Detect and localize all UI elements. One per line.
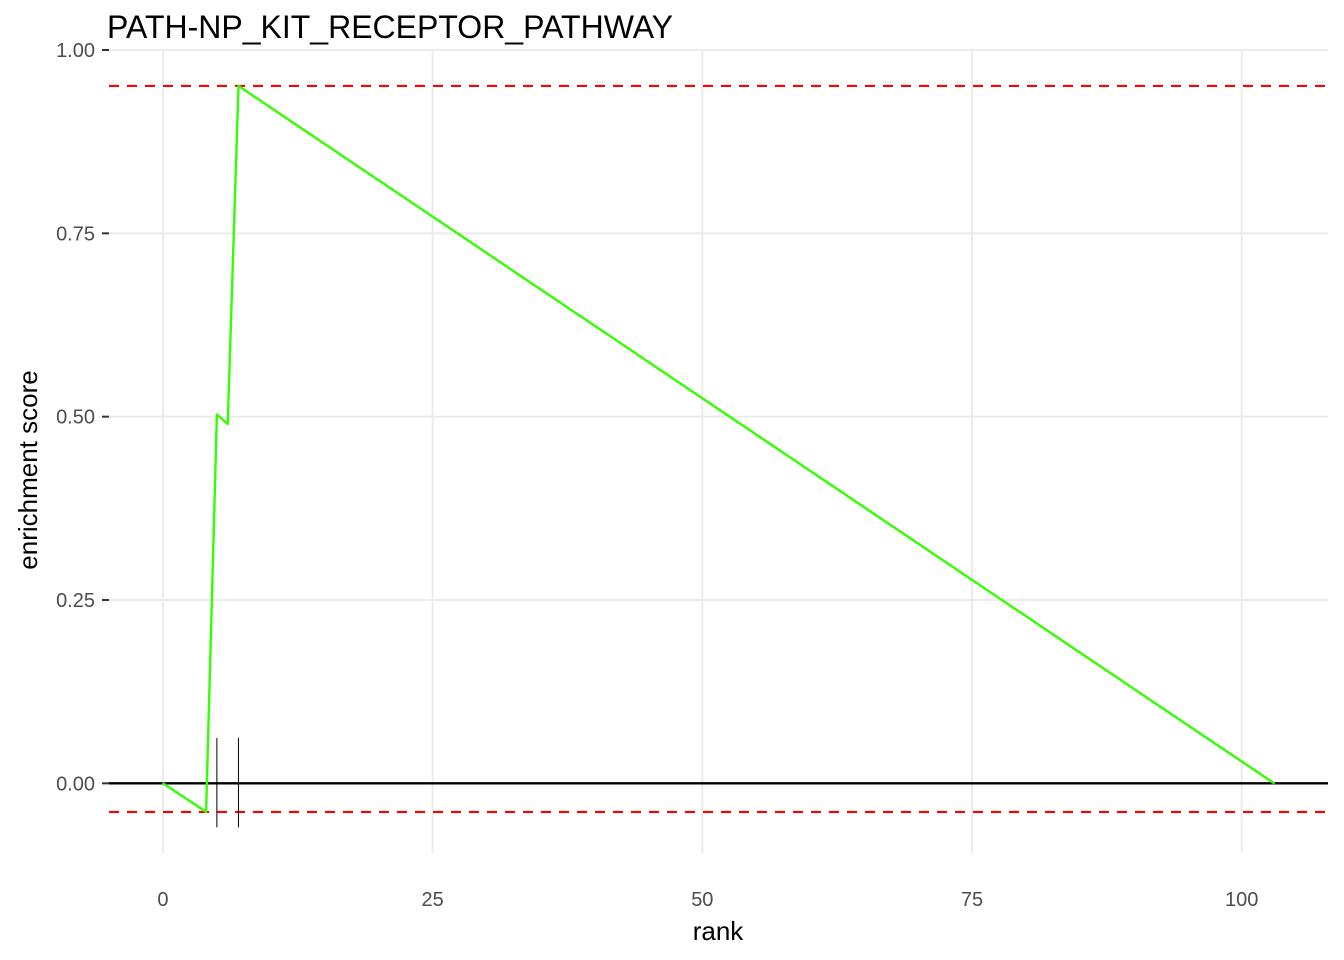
series-point — [1273, 782, 1275, 785]
series-point — [226, 423, 229, 425]
series-point — [237, 85, 240, 87]
y-tick-label: 0.00 — [56, 773, 95, 795]
series-point — [205, 811, 207, 813]
grid-lines — [109, 49, 1328, 853]
x-tick-label: 100 — [1225, 889, 1258, 911]
enrichment-series-line — [162, 84, 1275, 814]
hit-markers — [216, 737, 239, 828]
x-tick-label: 75 — [961, 889, 983, 911]
x-tick-label: 50 — [691, 889, 713, 911]
y-tick-label: 0.75 — [56, 223, 95, 245]
x-tick-label: 25 — [422, 889, 444, 911]
y-tick-label: 1.00 — [56, 40, 95, 62]
series-point — [216, 413, 218, 416]
series-layer — [162, 84, 1275, 814]
x-tick-label: 0 — [157, 889, 168, 911]
reference-lines — [109, 84, 1328, 814]
y-axis-title: enrichment score — [13, 370, 43, 569]
y-tick-label: 0.50 — [56, 407, 95, 429]
y-tick-label: 0.25 — [56, 590, 95, 612]
x-axis-title: rank — [693, 916, 745, 946]
series-point — [162, 782, 164, 785]
chart-title: PATH-NP_KIT_RECEPTOR_PATHWAY — [107, 9, 673, 45]
axes: 0 25 50 75 100 0.00 0.25 0.50 0.75 1.00 — [56, 40, 1258, 911]
